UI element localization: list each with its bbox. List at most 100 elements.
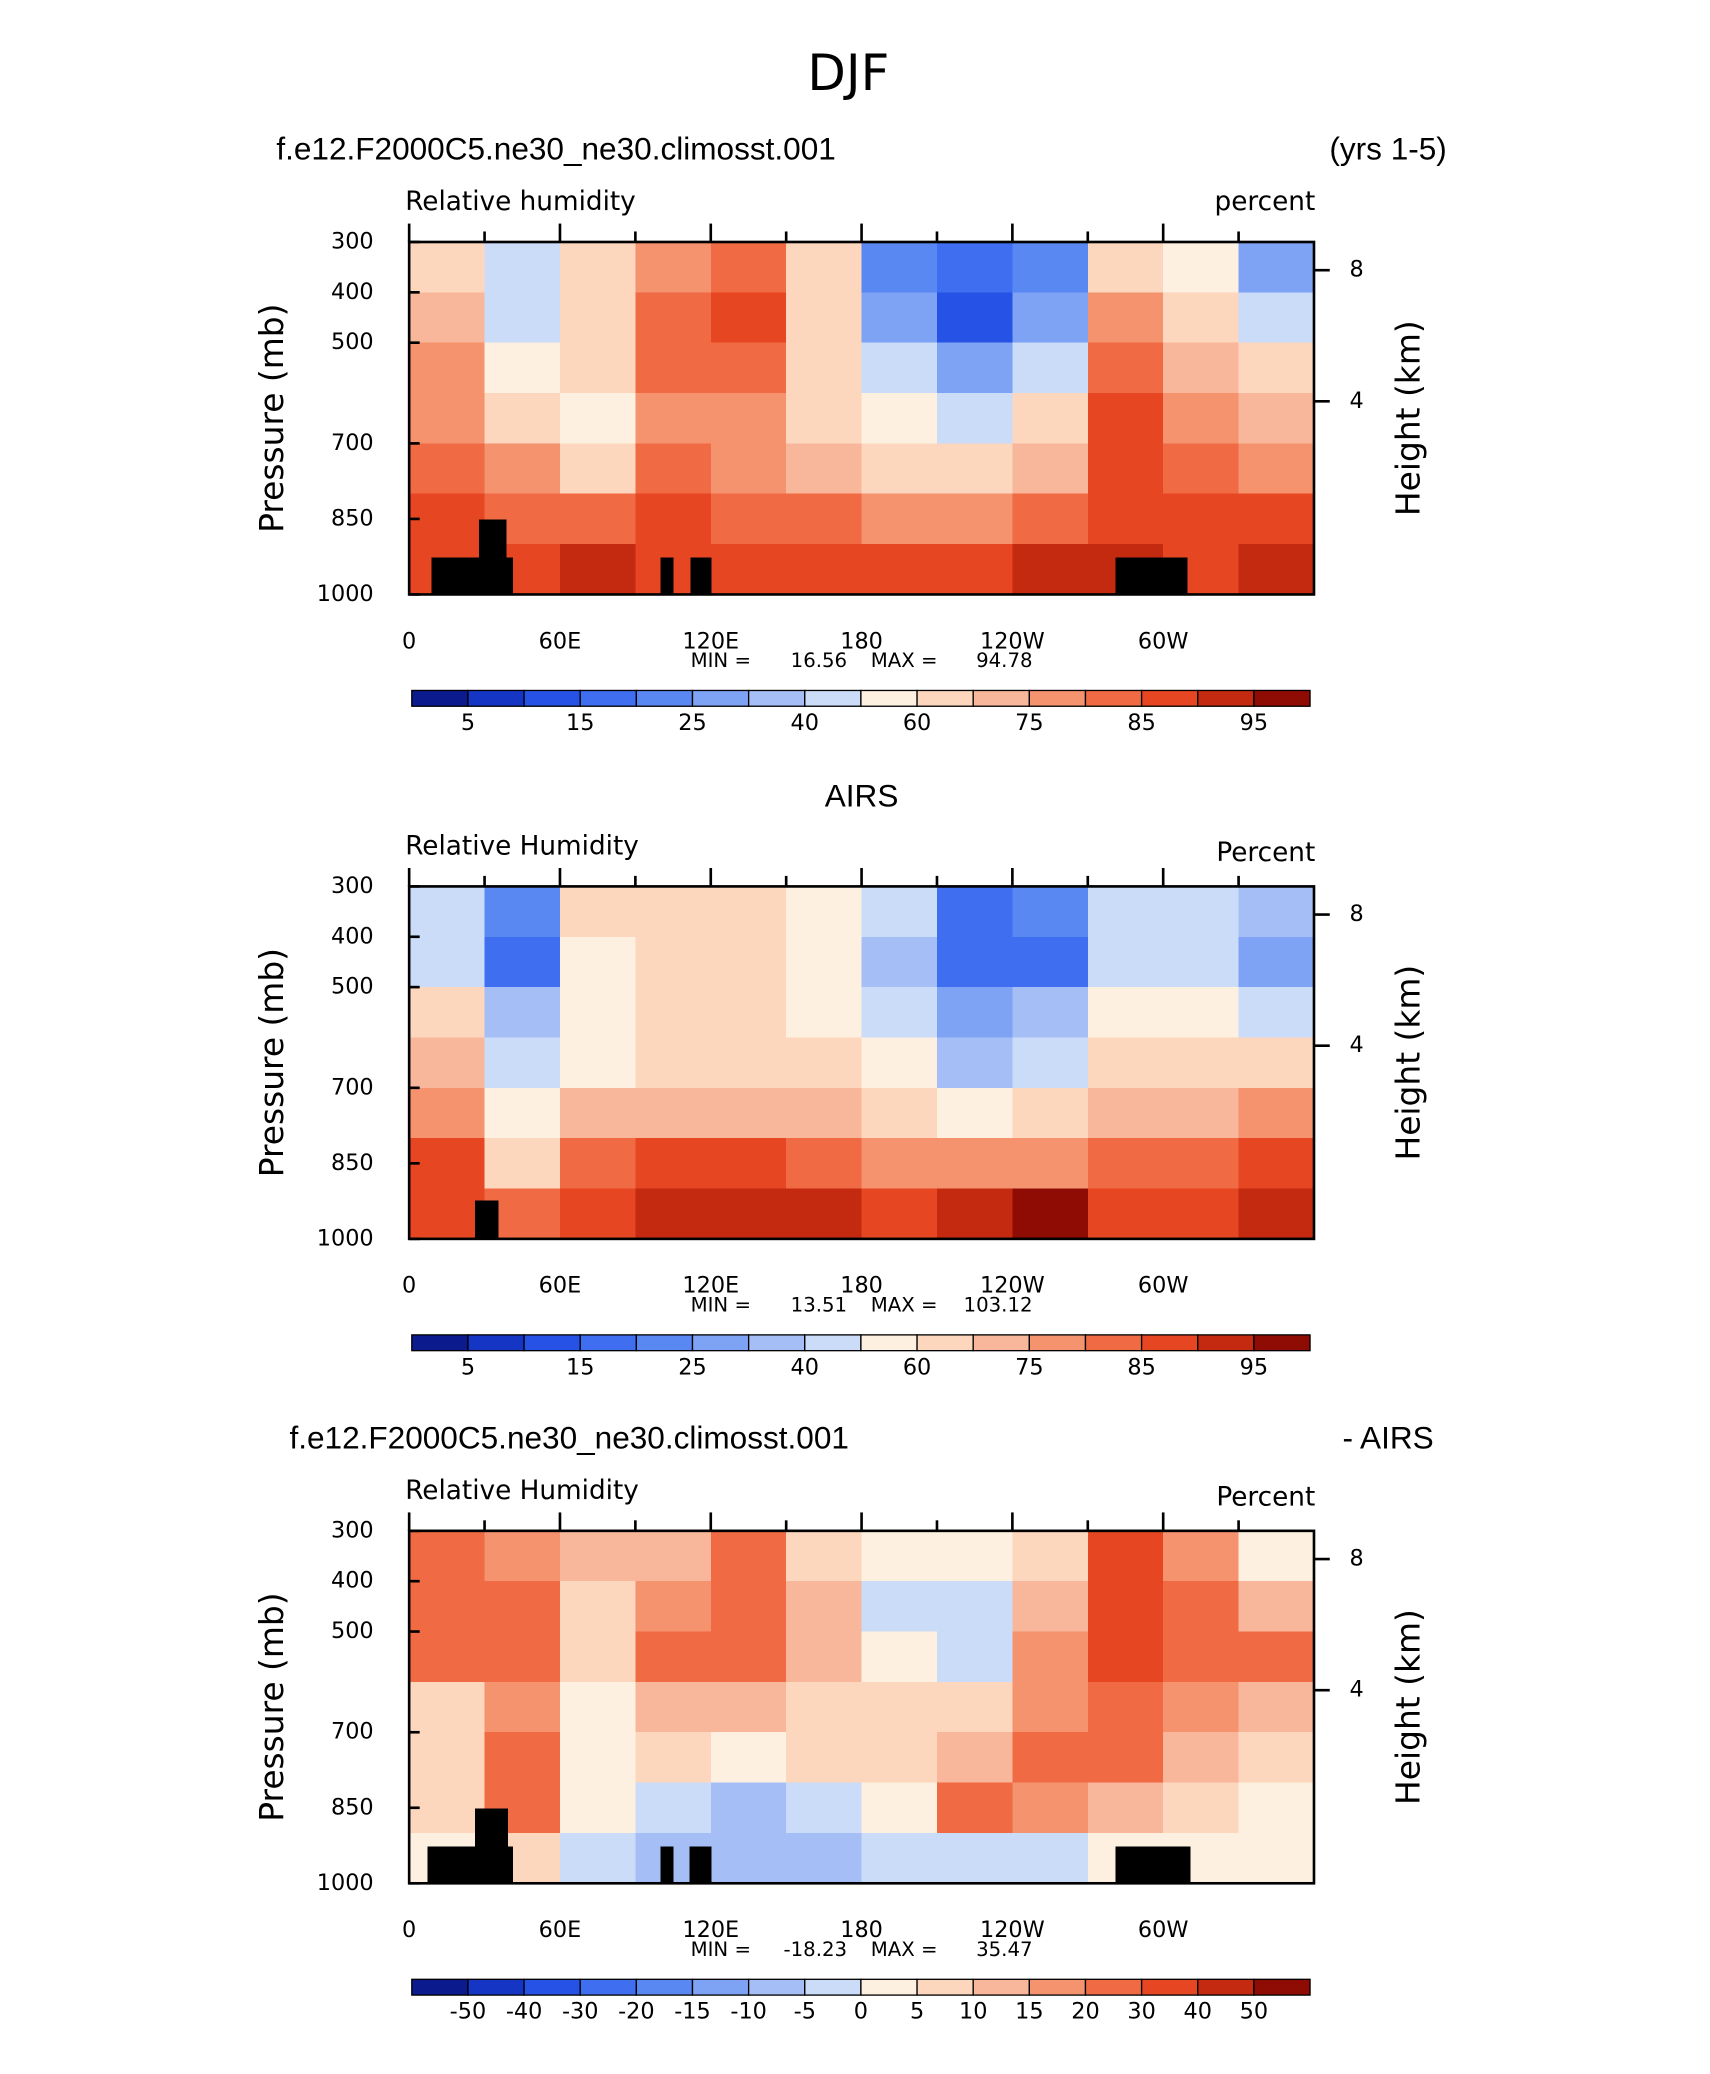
contour-cell: [786, 1782, 863, 1834]
contour-cell: [635, 987, 712, 1039]
max-label: MAX =: [871, 1293, 938, 1316]
colorbar-box: [1197, 1334, 1255, 1352]
x-tick-label: 180: [840, 1917, 883, 1943]
colorbar-label: 30: [1127, 1999, 1155, 2025]
contour-cell: [484, 292, 561, 344]
contour-cell: [1163, 1530, 1240, 1582]
y-tick-label: 400: [331, 923, 374, 949]
contour-cell: [635, 1087, 712, 1139]
colorbar-box: [1028, 1334, 1087, 1352]
contour-cell: [936, 1087, 1014, 1139]
contour-cell: [1087, 936, 1164, 988]
contour-cell: [409, 987, 486, 1039]
contour-cell: [936, 1732, 1014, 1784]
contour-cell: [861, 1631, 938, 1683]
contour-cell: [1087, 1681, 1164, 1733]
contour-cell: [484, 886, 561, 938]
contour-cell: [1087, 1732, 1164, 1784]
contour-cell: [1087, 1138, 1164, 1190]
colorbar-box: [523, 689, 581, 707]
contour-cell: [1238, 1037, 1315, 1089]
contour-cell: [1238, 1832, 1315, 1884]
contour-cell: [710, 292, 787, 344]
colorbar-label: 95: [1240, 1354, 1268, 1380]
contour-cell: [409, 1138, 486, 1190]
colorbar-box: [1253, 1978, 1311, 1996]
contour-cell: [786, 1832, 863, 1884]
colorbar-box: [1084, 1334, 1143, 1352]
contour-cell: [409, 1782, 486, 1834]
contour-cell: [861, 342, 938, 394]
contour-cell: [1087, 1782, 1164, 1834]
x-tick-label: 60W: [1138, 628, 1189, 654]
contour-cell: [936, 1188, 1014, 1240]
contour-cell: [786, 1138, 863, 1190]
contour-cell: [1012, 1832, 1089, 1884]
colorbar-label: -15: [674, 1999, 711, 2025]
contour-cell: [635, 1138, 712, 1190]
units: Percent: [1216, 1482, 1315, 1512]
colorbar-label: 40: [791, 1354, 819, 1380]
contour-cell: [861, 493, 938, 545]
contour-cell: [1012, 1581, 1089, 1633]
contour-cell: [786, 1530, 863, 1582]
contour-cell: [1238, 342, 1315, 394]
min-value: 16.56: [791, 649, 847, 672]
contour-cell: [1087, 1087, 1164, 1139]
contour-cell: [559, 1732, 637, 1784]
contour-cell: [1012, 241, 1089, 293]
colorbar-box: [1197, 689, 1255, 707]
contour-cell: [484, 342, 561, 394]
contour-cell: [1087, 1631, 1164, 1683]
y-tick-label: 700: [331, 430, 374, 456]
contour-cell: [559, 493, 637, 545]
colorbar-label: 85: [1127, 1354, 1155, 1380]
contour-cell: [409, 1732, 486, 1784]
contour-cell: [1012, 342, 1089, 394]
contour-cell: [559, 1138, 637, 1190]
x-tick-label: 180: [840, 1273, 883, 1299]
y2-tick-label: 8: [1349, 257, 1363, 283]
topography: [1115, 557, 1188, 595]
contour-cell: [786, 342, 863, 394]
contour-cell: [1163, 1581, 1240, 1633]
contour-cell: [936, 1782, 1014, 1834]
colorbar-label: -40: [506, 1999, 543, 2025]
topography: [478, 519, 507, 558]
subtitle: Relative humidity: [405, 187, 636, 217]
contour-cell: [936, 443, 1014, 495]
contour-cell: [1163, 936, 1240, 988]
colorbar-label: 25: [678, 710, 706, 736]
y-tick-label: 850: [331, 1794, 374, 1820]
topography: [660, 1846, 674, 1884]
colorbar-box: [691, 689, 750, 707]
contour-cell: [1163, 342, 1240, 394]
contour-cell: [786, 493, 863, 545]
panel-title-right: - AIRS: [1342, 1419, 1433, 1455]
y-tick-label: 500: [331, 974, 374, 1000]
colorbar-label: 75: [1015, 1354, 1043, 1380]
contour-cell: [1012, 1138, 1089, 1190]
contour-cell: [710, 1631, 787, 1683]
colorbar-box: [1253, 1334, 1311, 1352]
colorbar-label: 0: [854, 1999, 868, 2025]
contour-cell: [484, 1681, 561, 1733]
contour-fields: [409, 241, 1315, 1884]
contour-cell: [786, 1681, 863, 1733]
topography: [689, 1846, 712, 1884]
contour-cell: [1238, 1732, 1315, 1784]
min-value: -18.23: [784, 1938, 848, 1961]
contour-cell: [1238, 292, 1315, 344]
contour-cell: [635, 936, 712, 988]
contour-cell: [1163, 886, 1240, 938]
colorbar-label: -5: [794, 1999, 816, 2025]
contour-cell: [936, 1581, 1014, 1633]
contour-cell: [635, 292, 712, 344]
x-tick-label: 180: [840, 628, 883, 654]
colorbar-box: [1140, 689, 1199, 707]
contour-cell: [635, 241, 712, 293]
contour-cell: [484, 1530, 561, 1582]
y-tick-label: 1000: [317, 581, 374, 607]
y2-axis-label: Height (km): [1388, 1609, 1427, 1805]
